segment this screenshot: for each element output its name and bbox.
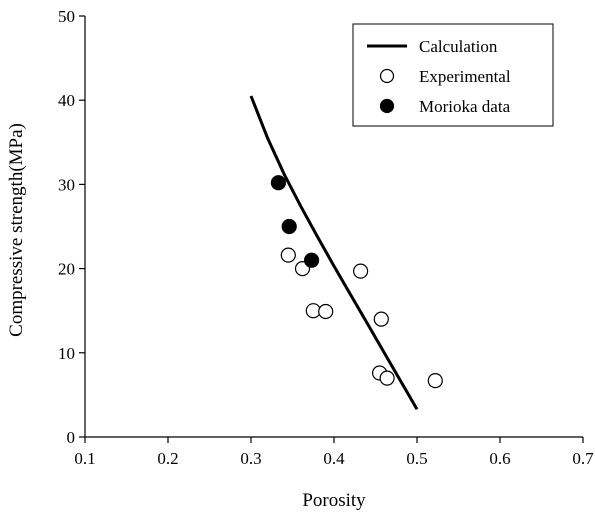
y-tick-label: 30: [58, 175, 75, 194]
legend-swatch-experimental: [379, 68, 395, 84]
experimental-point: [373, 311, 389, 327]
x-axis-label: Porosity: [302, 490, 366, 511]
x-tick-label: 0.5: [406, 449, 427, 468]
experimental-point: [280, 247, 296, 263]
experimental-point: [318, 303, 334, 320]
y-axis-label: Compressive strength(MPa): [6, 123, 27, 337]
legend-swatch-morioka-data: [379, 98, 395, 114]
y-tick-label: 40: [58, 91, 75, 110]
legend: Calculation Experimental Morioka data: [352, 23, 554, 127]
x-tick-label: 0.1: [74, 449, 95, 468]
legend-label-experimental: Experimental: [419, 67, 511, 86]
morioka-data-point: [304, 252, 320, 268]
x-tick-label: 0.7: [572, 449, 594, 468]
legend-label-calculation: Calculation: [419, 37, 498, 56]
ticks: 0.1 0.2 0.3 0.4 0.5 0.6 0.7 0 10 20 30 40 50: [58, 7, 594, 468]
plot-area: [249, 95, 443, 410]
experimental-point: [379, 370, 395, 386]
morioka-data-point: [281, 218, 297, 235]
experimental-point: [353, 263, 369, 279]
morioka-data-point: [270, 175, 286, 191]
x-tick-label: 0.4: [323, 449, 345, 468]
calculation-line: [249, 95, 419, 410]
y-tick-label: 20: [58, 260, 75, 279]
legend-label-morioka-data: Morioka data: [419, 97, 511, 116]
x-tick-label: 0.3: [240, 449, 261, 468]
y-tick-label: 10: [58, 344, 75, 363]
y-tick-label: 0: [67, 428, 76, 447]
x-tick-label: 0.2: [157, 449, 178, 468]
x-tick-label: 0.6: [489, 449, 510, 468]
y-tick-label: 50: [58, 7, 75, 26]
experimental-point: [427, 373, 443, 389]
